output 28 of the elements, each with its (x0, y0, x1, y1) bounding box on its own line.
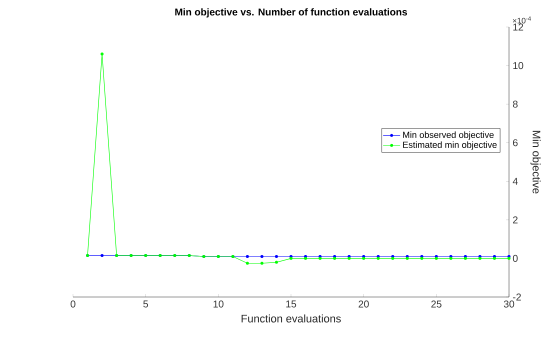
y-tick-label: 6 (513, 139, 518, 146)
y-tick-label: 12 (513, 24, 524, 30)
point (274, 255, 278, 258)
legend-label: Estimated min objective (403, 141, 497, 150)
point (246, 255, 249, 258)
x-tick-label: 5 (143, 300, 148, 308)
x-axis-title: Function evaluations (242, 314, 341, 322)
chart-title: Min objective vs. Number of function evaluations (175, 8, 408, 18)
y-tick-label: 2 (513, 216, 518, 224)
x-tick-label: 30 (504, 300, 514, 308)
y-tick-label: 0 (512, 254, 518, 262)
point (260, 262, 264, 265)
point (246, 262, 249, 265)
x-tick-label: 25 (431, 300, 442, 308)
point (100, 52, 104, 56)
x-tick-label: 20 (358, 300, 369, 308)
legend-label: Min observed objective (403, 131, 494, 140)
point (100, 254, 104, 258)
y-tick-label: -2 (512, 294, 521, 300)
y-tick-label: 10 (513, 62, 524, 70)
x-tick-label: 15 (286, 300, 296, 308)
y-tick-label: 4 (512, 178, 518, 185)
x-tick-label: 0 (70, 300, 76, 308)
x-tick-label: 10 (214, 300, 224, 308)
y-tick-label: 8 (512, 100, 518, 108)
y-axis-title: Min objective (530, 130, 541, 194)
point (274, 260, 278, 264)
point (260, 255, 264, 258)
